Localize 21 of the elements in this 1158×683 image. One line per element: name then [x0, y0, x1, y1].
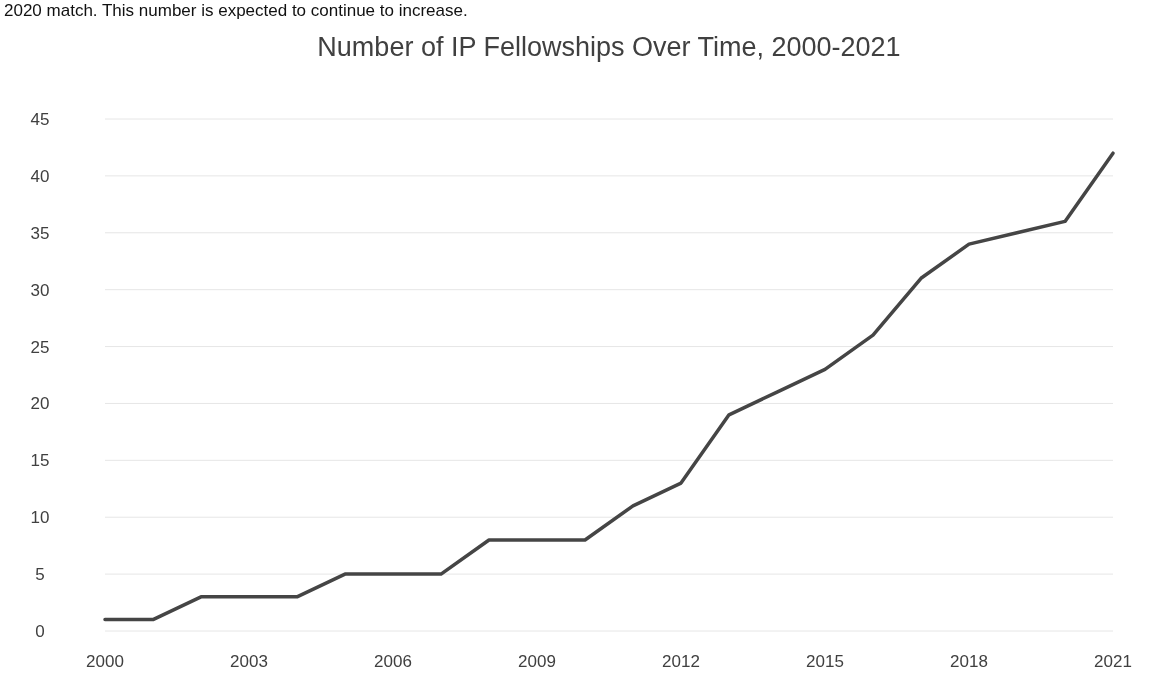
text: 2020 match. This number is expected to continue to increase. — [4, 1, 468, 20]
y-tick-label: 40 — [30, 166, 50, 186]
x-tick-label: 2000 — [86, 652, 124, 671]
x-tick-label: 2012 — [662, 652, 700, 671]
line-series — [103, 151, 1115, 622]
y-tick-label: 5 — [35, 565, 45, 585]
x-tick-label: 2003 — [230, 652, 268, 671]
y-tick-label: 15 — [30, 451, 50, 471]
x-tick-label: 2009 — [518, 652, 556, 671]
chart-title: Number of IP Fellowships Over Time, 2000-2021 — [317, 32, 901, 62]
x-tick-label: 2015 — [806, 652, 844, 671]
x-tick-label: 2006 — [374, 652, 412, 671]
y-tick-label: 10 — [30, 508, 50, 528]
x-tick-label: 2021 — [1094, 652, 1132, 671]
y-tick-label: 20 — [30, 394, 50, 414]
y-tick-label: 25 — [30, 337, 50, 357]
y-tick-label: 35 — [30, 223, 50, 243]
y-tick-label: 45 — [30, 109, 50, 129]
y-tick-label: 30 — [30, 280, 50, 300]
y-tick-label: 0 — [35, 621, 45, 641]
x-tick-label: 2018 — [950, 652, 988, 671]
